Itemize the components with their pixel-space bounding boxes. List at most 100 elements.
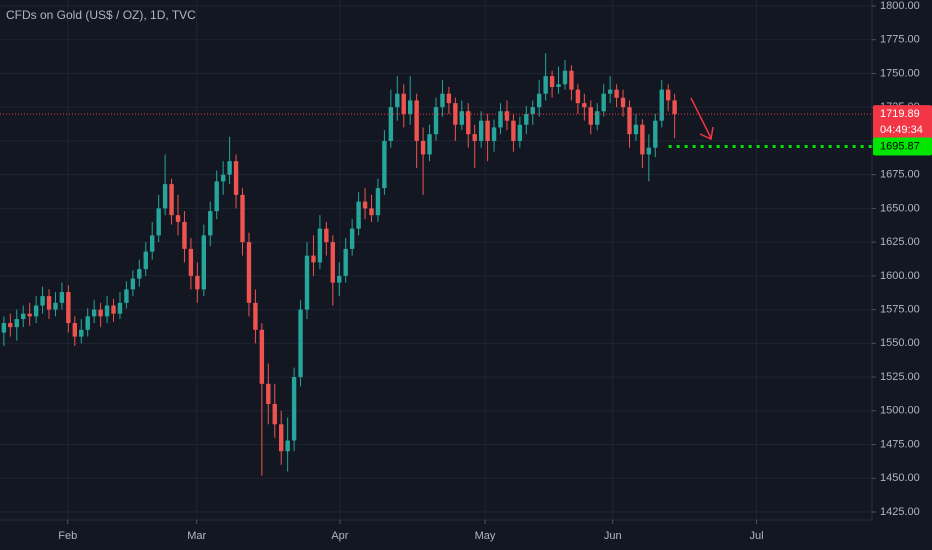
- candle-body: [543, 76, 548, 94]
- candle-body: [124, 289, 129, 303]
- candle-body: [337, 275, 342, 283]
- candle-body: [201, 235, 207, 290]
- candle-body: [595, 111, 600, 125]
- candle-body: [362, 201, 368, 209]
- candle-body: [491, 127, 497, 141]
- price-label-box: [873, 137, 932, 156]
- candle-body: [98, 309, 103, 317]
- candle-body: [607, 89, 613, 94]
- candle-body: [349, 228, 355, 249]
- candle-body: [130, 278, 136, 290]
- candle-body: [659, 89, 664, 121]
- chart-title: CFDs on Gold (US$ / OZ), 1D, TVC: [6, 8, 196, 22]
- price-label: 1695.87: [880, 140, 920, 152]
- candle-body: [59, 292, 65, 303]
- candle-body: [272, 404, 277, 425]
- candle-body: [653, 120, 658, 148]
- candle-body: [175, 215, 181, 222]
- candle-body: [330, 242, 336, 283]
- y-tick-label: 1525.00: [880, 371, 920, 383]
- y-tick-label: 1800.00: [880, 0, 920, 12]
- candle-body: [279, 424, 284, 452]
- y-tick-label: 1500.00: [880, 405, 920, 417]
- candle-body: [569, 70, 574, 90]
- candle-body: [8, 323, 13, 328]
- candle-body: [536, 93, 542, 108]
- y-tick-label: 1600.00: [880, 270, 920, 282]
- candle-body: [562, 70, 568, 85]
- candle-body: [259, 329, 265, 384]
- candle-body: [188, 248, 194, 276]
- candle-body: [646, 147, 652, 155]
- candle-body: [53, 302, 58, 310]
- candle-body: [324, 228, 329, 243]
- y-tick-label: 1650.00: [880, 202, 920, 214]
- x-tick-label: Jun: [604, 530, 622, 542]
- candle-body: [420, 140, 426, 155]
- candle-body: [395, 93, 400, 108]
- candle-body: [21, 313, 26, 320]
- candle-body: [633, 124, 639, 135]
- y-tick-label: 1475.00: [880, 438, 920, 450]
- price-label-box: [873, 105, 932, 140]
- candle-body: [208, 211, 213, 236]
- y-tick-label: 1675.00: [880, 169, 920, 181]
- candle-body: [588, 107, 593, 125]
- candle-body: [304, 255, 310, 310]
- candle-body: [485, 120, 490, 141]
- candle-body: [220, 174, 226, 182]
- candle-body: [46, 296, 52, 310]
- candle-body: [478, 120, 484, 141]
- candle-body: [414, 100, 419, 141]
- candle-body: [72, 323, 78, 337]
- candle-body: [104, 305, 110, 317]
- candle-body: [453, 103, 458, 125]
- candle-body: [40, 296, 45, 306]
- price-countdown: 04:49:34: [880, 124, 923, 136]
- candle-body: [498, 111, 503, 128]
- candle-body: [459, 111, 464, 125]
- y-tick-label: 1575.00: [880, 304, 920, 316]
- candle-body: [446, 93, 452, 104]
- candle-body: [601, 93, 606, 112]
- candle-body: [85, 316, 90, 330]
- candle-body: [291, 377, 297, 441]
- candle-body: [150, 235, 155, 252]
- candle-body: [549, 76, 555, 87]
- x-tick-label: Jul: [750, 530, 764, 542]
- price-label: 1719.89: [880, 108, 920, 120]
- candle-body: [382, 140, 387, 189]
- candle-body: [343, 248, 348, 276]
- candle-body: [665, 89, 671, 101]
- x-tick-label: Apr: [331, 530, 348, 542]
- candle-body: [582, 103, 587, 108]
- candle-body: [117, 302, 123, 314]
- candle-body: [240, 194, 245, 243]
- candle-body: [66, 292, 71, 324]
- candle-body: [253, 302, 258, 330]
- candle-body: [640, 124, 645, 155]
- candle-body: [1, 323, 7, 333]
- candle-body: [440, 93, 445, 108]
- x-tick-label: Mar: [187, 530, 206, 542]
- candle-body: [408, 100, 413, 114]
- candle-body: [388, 107, 394, 141]
- y-tick-label: 1550.00: [880, 337, 920, 349]
- candle-body: [233, 161, 239, 195]
- annotation-arrow: [690, 97, 714, 141]
- candle-body: [556, 84, 561, 87]
- candle-body: [614, 89, 619, 98]
- candle-body: [524, 113, 529, 125]
- candle-body: [162, 184, 168, 209]
- candle-body: [285, 440, 290, 452]
- candle-body: [169, 184, 174, 216]
- candle-body: [156, 208, 161, 236]
- candle-body: [433, 107, 439, 135]
- candle-body: [375, 188, 381, 216]
- candle-body: [143, 251, 148, 270]
- candle-body: [356, 201, 361, 229]
- candle-body: [317, 228, 323, 263]
- candle-body: [246, 242, 252, 303]
